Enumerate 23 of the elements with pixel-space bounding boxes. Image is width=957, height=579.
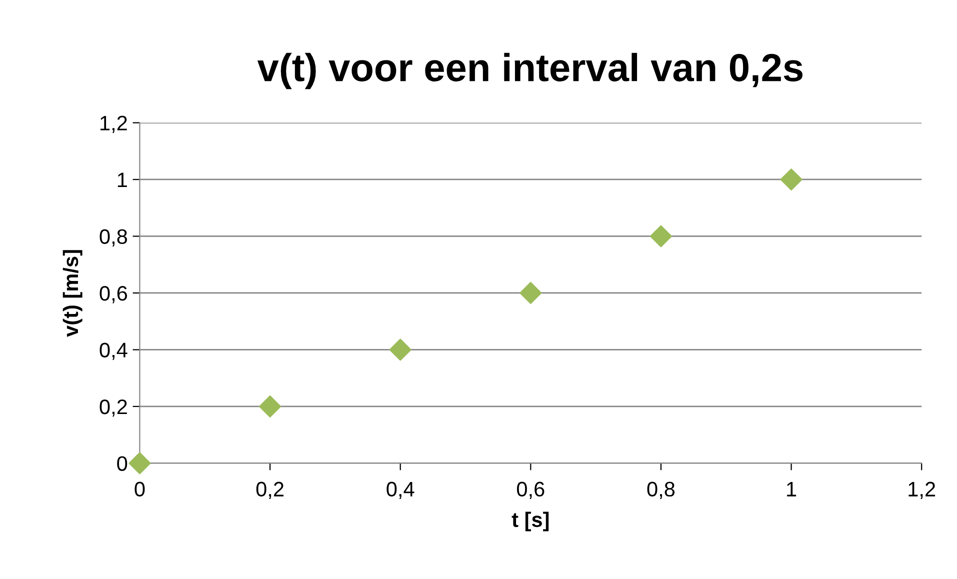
y-axis-title: v(t) [m/s] [62,250,82,337]
y-tick-label: 0,8 [100,229,128,246]
x-tick-label: 0 [134,482,145,497]
chart-title: v(t) voor een interval van 0,2s [257,52,802,90]
point [650,225,672,248]
x-tick-label: 1 [787,482,796,496]
x-tick-label: 1,2 [908,482,936,500]
y-tick-label: 1 [118,172,127,188]
x-tick-label: 0,4 [386,482,414,500]
point [520,282,542,304]
x-tick-label: 0,8 [647,482,675,500]
x-tick-label: 0,6 [516,482,544,500]
point [128,452,151,474]
point [259,395,282,418]
y-tick-label: 1,2 [100,116,127,133]
y-tick-label: 0,4 [100,342,128,360]
y-tick-label: 0,6 [100,286,128,304]
x-tick-label: 0,2 [256,482,284,500]
y-tick-label: 0,2 [100,399,127,417]
point [780,168,802,190]
x-axis-title: t [s] [512,512,549,532]
point [389,338,412,361]
y-tick-label: 0 [117,456,128,471]
